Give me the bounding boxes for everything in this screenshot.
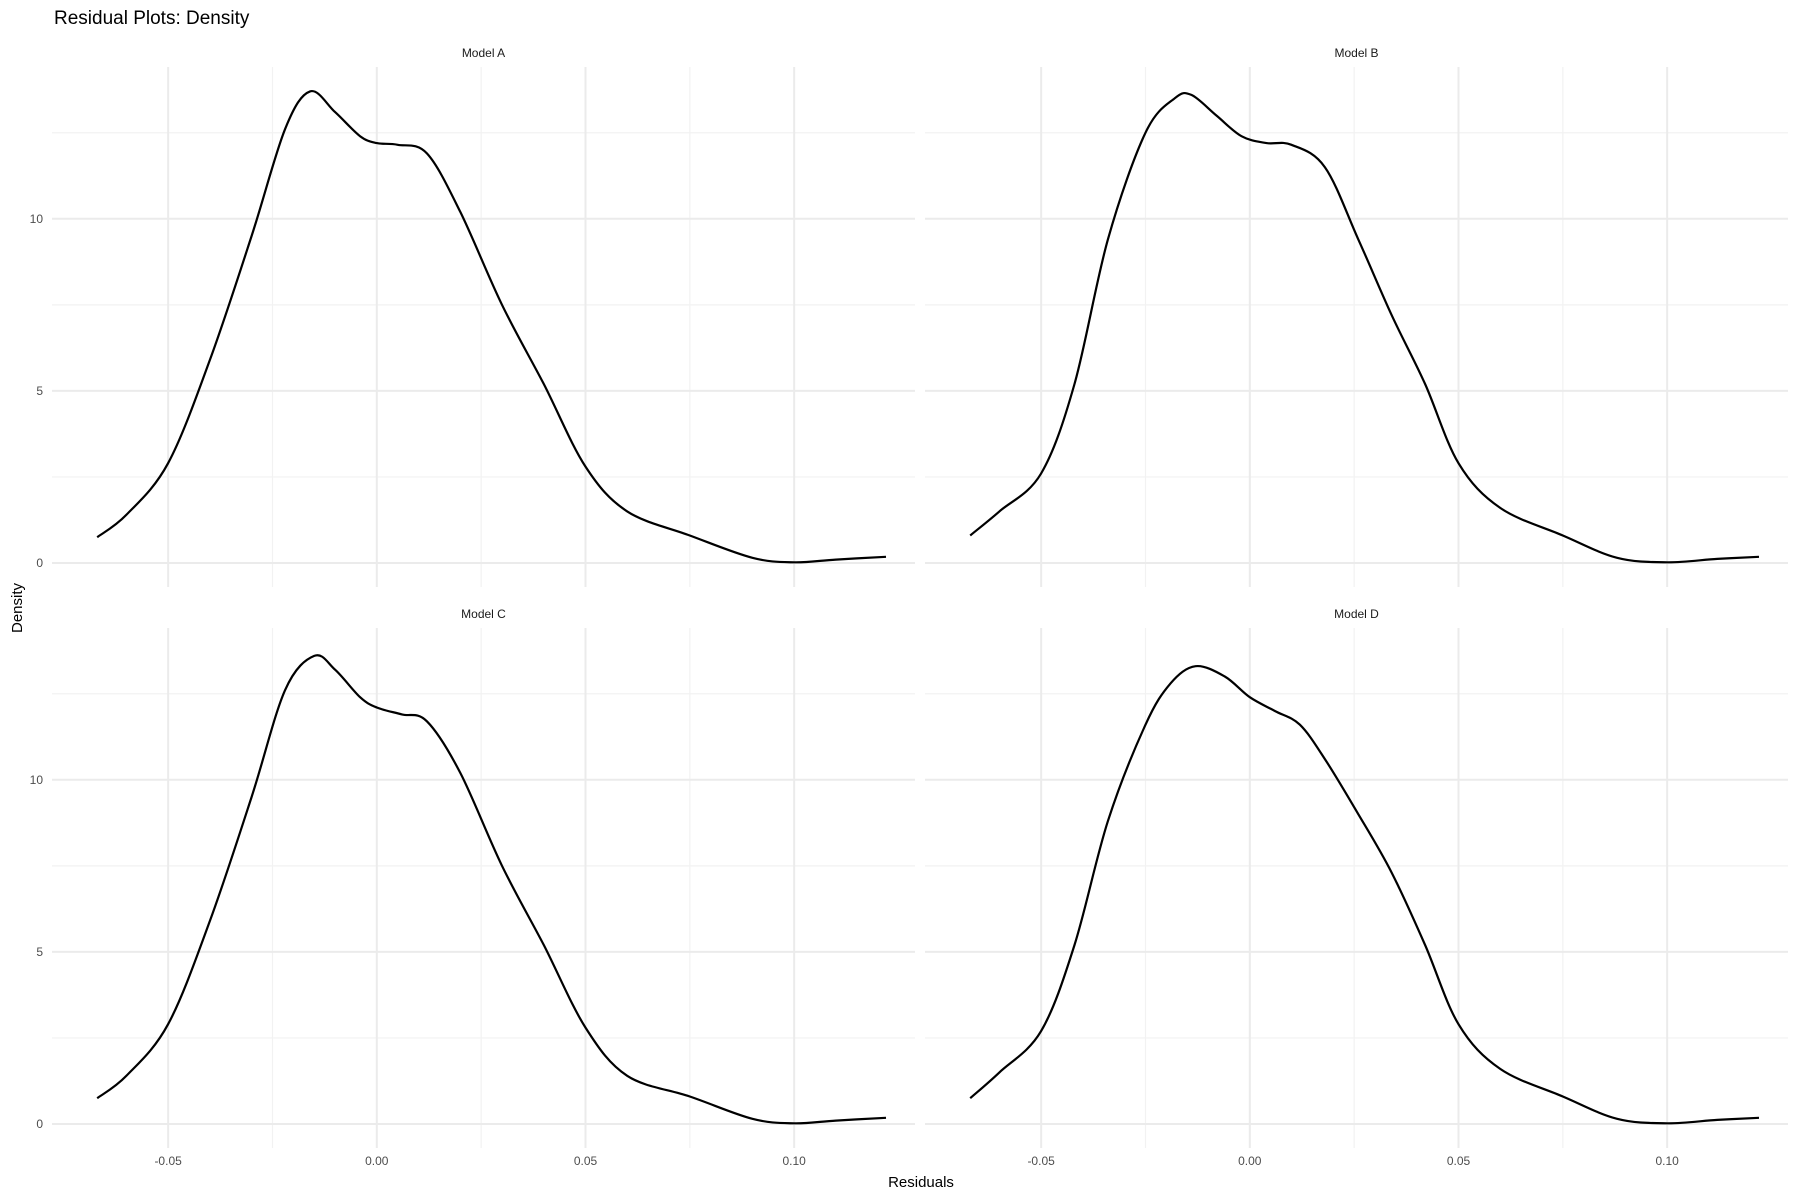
x-tick-label: 0.00 [365, 1154, 389, 1168]
y-tick-label: 10 [30, 773, 44, 787]
chart-title: Residual Plots: Density [54, 8, 250, 29]
density-curve [969, 91, 1760, 564]
y-tick-label: 5 [36, 384, 43, 398]
facet-panels: Model A 0 5 10 Model B Model C 0 5 10 -0.05 0.00 0.… [30, 46, 1788, 1168]
y-axis-title: Density [9, 582, 26, 633]
panel-model-c: Model C 0 5 10 -0.05 0.00 0.05 0.10 [30, 607, 915, 1168]
facet-strip-label: Model C [461, 607, 506, 621]
y-tick-label: 10 [30, 212, 44, 226]
density-curve [96, 654, 887, 1125]
density-curve [969, 665, 1760, 1125]
panel-model-d: Model D -0.05 0.00 0.05 0.10 [925, 607, 1788, 1168]
density-curve [96, 90, 887, 564]
y-tick-label: 0 [36, 556, 43, 570]
y-tick-label: 5 [36, 945, 43, 959]
facet-strip-label: Model B [1334, 46, 1378, 60]
x-axis-title: Residuals [888, 1174, 954, 1191]
y-tick-label: 0 [36, 1117, 43, 1131]
panel-model-a: Model A 0 5 10 [30, 46, 915, 587]
x-tick-label: 0.10 [782, 1154, 806, 1168]
x-tick-label: 0.10 [1655, 1154, 1679, 1168]
x-tick-label: 0.05 [574, 1154, 598, 1168]
x-tick-label: 0.00 [1238, 1154, 1262, 1168]
x-tick-label: -0.05 [154, 1154, 182, 1168]
x-tick-label: -0.05 [1027, 1154, 1055, 1168]
panel-model-b: Model B [925, 46, 1788, 587]
facet-strip-label: Model D [1334, 607, 1379, 621]
facet-strip-label: Model A [462, 46, 505, 60]
x-tick-label: 0.05 [1447, 1154, 1471, 1168]
